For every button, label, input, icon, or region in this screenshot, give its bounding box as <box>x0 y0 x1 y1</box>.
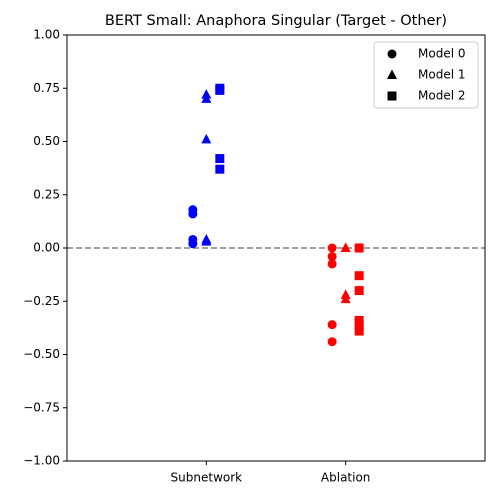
legend-marker <box>387 91 397 101</box>
legend-label: Model 1 <box>418 68 465 82</box>
point <box>201 133 212 144</box>
point <box>327 337 337 347</box>
point <box>201 236 212 246</box>
point <box>327 252 337 262</box>
x-tick-label: Ablation <box>321 471 371 485</box>
point <box>327 320 337 330</box>
y-tick-label: 0.75 <box>33 81 60 95</box>
point <box>354 271 364 281</box>
point <box>354 243 364 253</box>
y-tick-label: −0.50 <box>23 347 60 361</box>
point <box>354 286 364 296</box>
legend-marker <box>387 69 397 79</box>
plot-frame <box>66 34 486 462</box>
point <box>327 259 337 269</box>
point <box>215 154 225 164</box>
point <box>354 326 364 336</box>
y-tick-label: 0.50 <box>33 134 60 148</box>
legend: Model 0 Model 1 Model 2 <box>373 41 479 109</box>
y-tick-label: −0.25 <box>23 294 60 308</box>
point <box>201 93 212 103</box>
legend-box <box>373 41 479 109</box>
point <box>215 164 225 174</box>
point <box>215 85 225 95</box>
point <box>354 315 364 325</box>
x-tick-label: Subnetwork <box>171 471 243 485</box>
y-tick-label: 0.25 <box>33 187 60 201</box>
legend-marker <box>387 49 397 59</box>
legend-label: Model 2 <box>418 89 465 103</box>
point <box>327 243 337 253</box>
y-tick-label: 0.00 <box>33 241 60 255</box>
chart-title: BERT Small: Anaphora Singular (Target - … <box>105 13 447 29</box>
point <box>340 293 351 304</box>
legend-label: Model 0 <box>418 47 465 61</box>
point <box>188 209 198 219</box>
y-tick-label: 1.00 <box>33 28 60 42</box>
y-tick-label: −0.75 <box>23 400 60 414</box>
point <box>188 239 198 249</box>
y-tick-label: −1.00 <box>23 454 60 468</box>
point <box>340 242 351 252</box>
